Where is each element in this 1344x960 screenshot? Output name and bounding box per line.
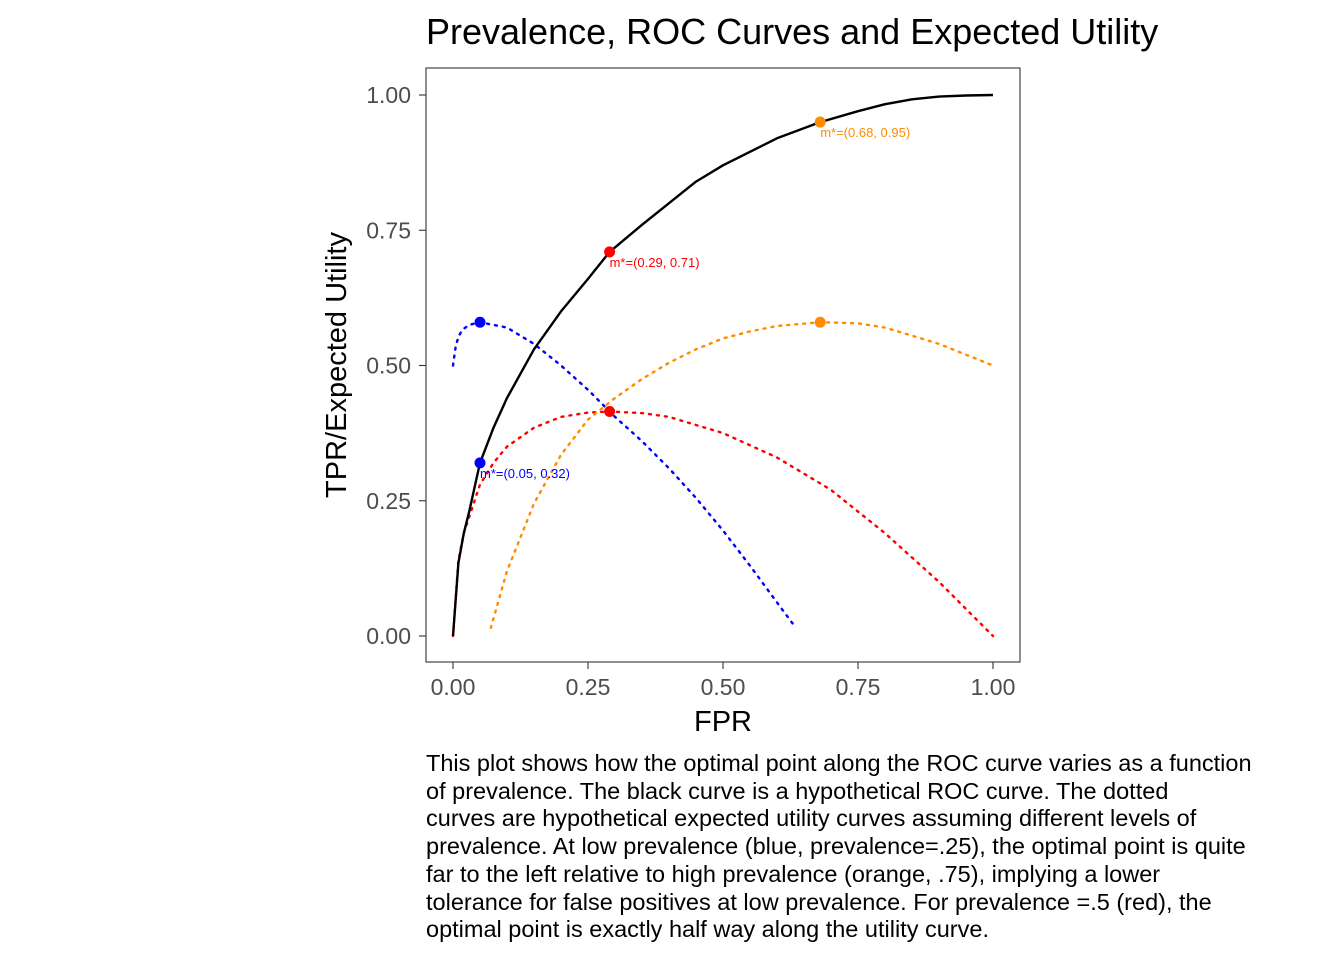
optimal-point-marker	[474, 457, 486, 469]
caption-line: of prevalence. The black curve is a hypo…	[426, 777, 1169, 804]
series-layer	[451, 93, 995, 638]
y-tick-label: 1.00	[366, 82, 411, 108]
caption: This plot shows how the optimal point al…	[426, 750, 1331, 944]
y-axis-label: TPR/Expected Utility	[321, 232, 353, 498]
plot-panel	[425, 67, 1021, 663]
x-axis-label: FPR	[694, 706, 752, 738]
caption-line: curves are hypothetical expected utility…	[426, 805, 1197, 832]
y-tick-label: 0.25	[366, 488, 411, 514]
point-layer: m*=(0.05, 0.32) m*=(0.29, 0.71) m*=(0.68, …	[474, 116, 910, 481]
y-tick-label: 0.50	[366, 353, 411, 379]
utility-curve	[451, 320, 798, 630]
caption-line: prevalence. At low prevalence (blue, pre…	[426, 833, 1246, 860]
optimal-point-marker	[814, 116, 826, 128]
optimal-point-label: m*=(0.29, 0.71)	[610, 255, 700, 270]
x-axis: 0.00 0.25 0.50 0.75 1.00	[431, 662, 1016, 700]
caption-line: tolerance for false positives at low pre…	[426, 888, 1212, 915]
roc-curve	[451, 93, 994, 637]
chart-title: Prevalence, ROC Curves and Expected Util…	[426, 11, 1158, 52]
x-tick-label: 0.50	[701, 674, 746, 700]
y-axis: 0.00 0.25 0.50 0.75 1.00	[366, 82, 426, 649]
optimal-point-marker	[604, 246, 616, 258]
optimal-point-marker	[474, 316, 486, 328]
y-tick-label: 0.00	[366, 623, 411, 649]
caption-line: optimal point is exactly half way along …	[426, 916, 989, 943]
x-tick-label: 0.00	[431, 674, 476, 700]
y-tick-label: 0.75	[366, 217, 411, 243]
optimal-point-marker	[604, 405, 616, 417]
optimal-point-label: m*=(0.68, 0.95)	[820, 125, 910, 140]
caption-line: far to the left relative to high prevale…	[426, 860, 1161, 887]
optimal-point-marker	[814, 316, 826, 328]
x-tick-label: 1.00	[971, 674, 1016, 700]
caption-line: This plot shows how the optimal point al…	[426, 750, 1252, 776]
x-tick-label: 0.75	[836, 674, 881, 700]
chart: Prevalence, ROC Curves and Expected Util…	[321, 11, 1158, 738]
x-tick-label: 0.25	[566, 674, 611, 700]
optimal-point-label: m*=(0.05, 0.32)	[480, 466, 570, 481]
